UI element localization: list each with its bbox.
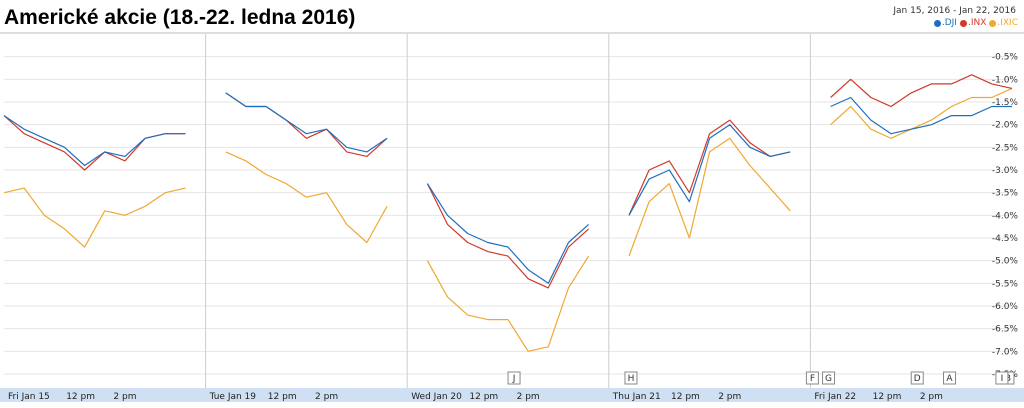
- y-tick-label: -1.0%: [992, 75, 1019, 85]
- event-flag-label: D: [914, 374, 921, 384]
- y-tick-label: -6.0%: [992, 302, 1019, 312]
- x-tick-label: 2 pm: [920, 392, 943, 402]
- legend-item-ixic[interactable]: .IXIC: [989, 18, 1018, 28]
- x-tick-label: 12 pm: [671, 392, 700, 402]
- event-flag-label: J: [512, 374, 516, 384]
- x-tick-label: Wed Jan 20: [411, 392, 462, 402]
- legend-label-dji: .DJI: [941, 18, 957, 28]
- y-tick-label: -5.5%: [992, 279, 1019, 289]
- y-tick-label: -0.5%: [992, 53, 1019, 63]
- event-flag: [507, 371, 521, 385]
- event-flag-label: F: [810, 374, 815, 384]
- x-tick-label: 12 pm: [268, 392, 297, 402]
- y-tick-label: -3.0%: [992, 166, 1019, 176]
- event-flag: [822, 371, 836, 385]
- event-flag: [943, 371, 957, 385]
- dji-dot-icon: [933, 19, 941, 27]
- y-tick-label: -7.0%: [992, 347, 1019, 357]
- chart-title: Americké akcie (18.-22. ledna 2016): [4, 6, 356, 29]
- series-line-dji: [3, 92, 1012, 284]
- legend-label-ixic: .IXIC: [997, 18, 1018, 28]
- y-tick-label: -6.5%: [992, 325, 1019, 335]
- y-tick-label: -2.0%: [992, 121, 1019, 131]
- y-tick-label: -4.0%: [992, 211, 1019, 221]
- event-flag-label: I: [1001, 374, 1004, 384]
- x-tick-label: 12 pm: [469, 392, 498, 402]
- event-flag-label: A: [946, 374, 953, 384]
- x-tick-label: Fri Jan 22: [814, 392, 856, 402]
- y-tick-label: -3.5%: [992, 189, 1019, 199]
- legend-item-inx[interactable]: .INX: [959, 18, 987, 28]
- x-tick-label: 2 pm: [113, 392, 136, 402]
- x-tick-label: 12 pm: [66, 392, 95, 402]
- x-tick-label: 2 pm: [315, 392, 338, 402]
- legend-label-inx: .INX: [967, 18, 987, 28]
- y-tick-label: -2.5%: [992, 143, 1019, 153]
- x-tick-label: 2 pm: [718, 392, 741, 402]
- x-tick-label: Thu Jan 21: [612, 392, 661, 402]
- series-line-ixic: [3, 87, 1013, 352]
- x-tick-label: Tue Jan 19: [209, 392, 257, 402]
- y-tick-label: -1.5%: [992, 98, 1019, 108]
- x-axis-bar: [0, 388, 1024, 402]
- event-flag-label: G: [825, 374, 832, 384]
- x-tick-label: 2 pm: [517, 392, 540, 402]
- legend-item-dji[interactable]: .DJI: [933, 18, 957, 28]
- y-tick-label: -5.0%: [992, 257, 1019, 267]
- event-flag: [805, 371, 819, 385]
- event-flag: [624, 371, 638, 385]
- x-tick-label: Fri Jan 15: [8, 392, 50, 402]
- ixic-dot-icon: [989, 19, 997, 27]
- event-flag: [910, 371, 924, 385]
- x-tick-label: 12 pm: [873, 392, 902, 402]
- event-flag: [995, 371, 1009, 385]
- series-line-inx: [3, 74, 1013, 289]
- legend: .DJI .INX .IXIC: [933, 18, 1018, 28]
- inx-dot-icon: [959, 19, 967, 27]
- date-range: Jan 15, 2016 - Jan 22, 2016: [893, 6, 1016, 16]
- y-tick-label: -4.5%: [992, 234, 1019, 244]
- event-flag-label: H: [628, 374, 635, 384]
